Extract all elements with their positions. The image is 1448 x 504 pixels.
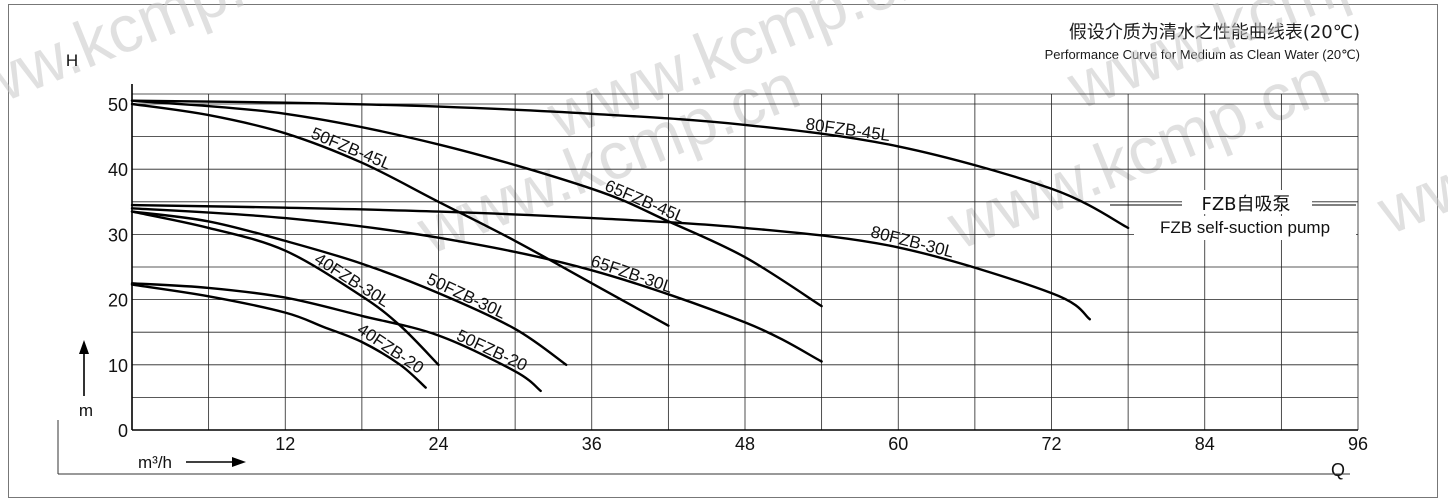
chart-subtitle: Performance Curve for Medium as Clean Wa… [1044,47,1360,62]
series-line [130,282,542,393]
series-line [130,283,427,389]
series-label: 80FZB-30L [869,222,956,261]
series-line [130,99,823,308]
chart-title: 假设介质为清水之性能曲线表(20℃) [1068,22,1360,43]
x-tick-label: 84 [1195,434,1215,454]
watermark-text: www.kcmp.cn [1367,28,1448,248]
x-tick-label: 48 [735,434,755,454]
y-tick-label: 30 [108,225,128,245]
series-line [130,207,823,363]
x-axis-unit: m³/h [138,453,172,472]
series-line [130,99,1130,230]
series-line [130,210,568,366]
x-tick-label: 72 [1041,434,1061,454]
y-tick-label: 50 [108,95,128,115]
series-label: 80FZB-45L [804,114,891,145]
legend-label-en-bg [1134,216,1356,240]
legend-label-en: FZB self-suction pump [1160,218,1330,237]
series-line [130,203,1091,321]
series-label: 50FZB-20 [454,326,531,375]
legend-label-bg [1182,190,1312,214]
x-tick-label: 96 [1348,434,1368,454]
y-tick-label: 40 [108,160,128,180]
x-axis-label: Q [1331,460,1345,480]
y-axis-unit: m [79,401,93,420]
x-tick-label: 12 [275,434,295,454]
y-tick-label: 0 [118,421,128,441]
up-arrow-icon [79,340,89,354]
y-tick-label: 10 [108,356,128,376]
series-label: 50FZB-30L [424,269,509,322]
chart-frame [8,4,1438,498]
y-tick-label: 20 [108,291,128,311]
y-axis-label: H [66,51,78,70]
series-label: 40FZB-30L [311,249,393,311]
x-tick-label: 24 [428,434,448,454]
x-tick-label: 60 [888,434,908,454]
series-line [130,102,670,327]
x-tick-label: 36 [582,434,602,454]
legend-label-cn: FZB自吸泵 [1201,194,1290,215]
watermark-text: www.kcmp.cn [0,0,319,141]
right-arrow-icon [232,457,246,467]
